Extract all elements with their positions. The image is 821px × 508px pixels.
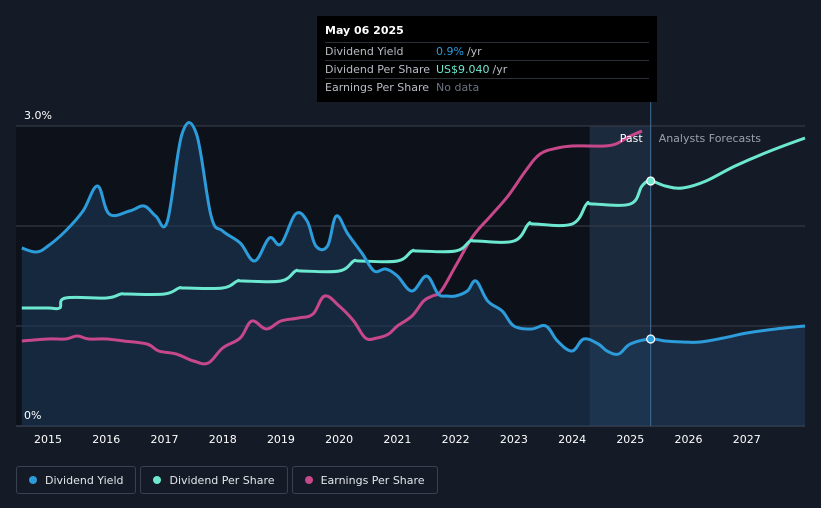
x-tick-label: 2017 bbox=[150, 433, 178, 446]
tooltip-value: 0.9% bbox=[436, 45, 464, 58]
x-axis-ticks: 2015 2016 2017 2018 2019 2020 2021 2022 2023 2024… bbox=[34, 433, 761, 446]
x-tick-label: 2019 bbox=[267, 433, 295, 446]
dividend-yield-area bbox=[21, 122, 806, 427]
tooltip-value: No data bbox=[436, 81, 480, 94]
x-tick-label: 2021 bbox=[383, 433, 411, 446]
legend-dot-icon bbox=[304, 476, 313, 484]
past-label: Past bbox=[620, 132, 644, 145]
x-tick-label: 2015 bbox=[34, 433, 62, 446]
tooltip-row-earnings-per-share: Earnings Per Share No data bbox=[325, 78, 649, 96]
x-tick-label: 2023 bbox=[500, 433, 528, 446]
x-tick-label: 2025 bbox=[616, 433, 644, 446]
tooltip-date: May 06 2025 bbox=[325, 24, 404, 37]
earnings-per-share-line bbox=[21, 129, 643, 366]
legend: Dividend Yield Dividend Per Share Earnin… bbox=[16, 466, 438, 494]
legend-label: Dividend Yield bbox=[45, 473, 124, 487]
tooltip: May 06 2025 Dividend Yield 0.9% /yr Divi… bbox=[317, 16, 657, 102]
analysts-forecasts-label: Analysts Forecasts bbox=[659, 132, 762, 145]
dividend-yield-marker[interactable] bbox=[646, 334, 656, 344]
legend-dot-icon bbox=[29, 476, 37, 484]
legend-item-dividend-yield[interactable]: Dividend Yield bbox=[16, 466, 137, 494]
legend-item-dividend-per-share[interactable]: Dividend Per Share bbox=[140, 466, 288, 494]
x-tick-label: 2016 bbox=[92, 433, 120, 446]
legend-label: Earnings Per Share bbox=[320, 473, 425, 487]
dividend-yield-line bbox=[21, 121, 806, 356]
x-tick-label: 2020 bbox=[325, 433, 353, 446]
tooltip-row-dividend-per-share: Dividend Per Share US$9.040 /yr bbox=[325, 60, 649, 78]
tooltip-label: Dividend Yield bbox=[325, 45, 404, 58]
dividend-per-share-line bbox=[21, 136, 806, 311]
tooltip-value: US$9.040 bbox=[436, 63, 490, 76]
x-tick-label: 2018 bbox=[209, 433, 237, 446]
y-axis-bottom-label: 0% bbox=[24, 409, 41, 422]
x-tick-label: 2026 bbox=[675, 433, 703, 446]
tooltip-row-dividend-yield: Dividend Yield 0.9% /yr bbox=[325, 42, 649, 60]
x-tick-label: 2027 bbox=[733, 433, 761, 446]
legend-dot-icon bbox=[153, 476, 162, 484]
tooltip-unit: /yr bbox=[492, 63, 508, 76]
dividend-per-share-marker[interactable] bbox=[646, 176, 656, 186]
x-tick-label: 2022 bbox=[442, 433, 470, 446]
tooltip-unit: /yr bbox=[466, 45, 482, 58]
x-tick-label: 2024 bbox=[558, 433, 586, 446]
y-axis-top-label: 3.0% bbox=[24, 109, 52, 122]
legend-item-earnings-per-share[interactable]: Earnings Per Share bbox=[291, 466, 438, 494]
legend-label: Dividend Per Share bbox=[169, 473, 275, 487]
tooltip-label: Earnings Per Share bbox=[325, 81, 430, 94]
tooltip-label: Dividend Per Share bbox=[325, 63, 431, 76]
